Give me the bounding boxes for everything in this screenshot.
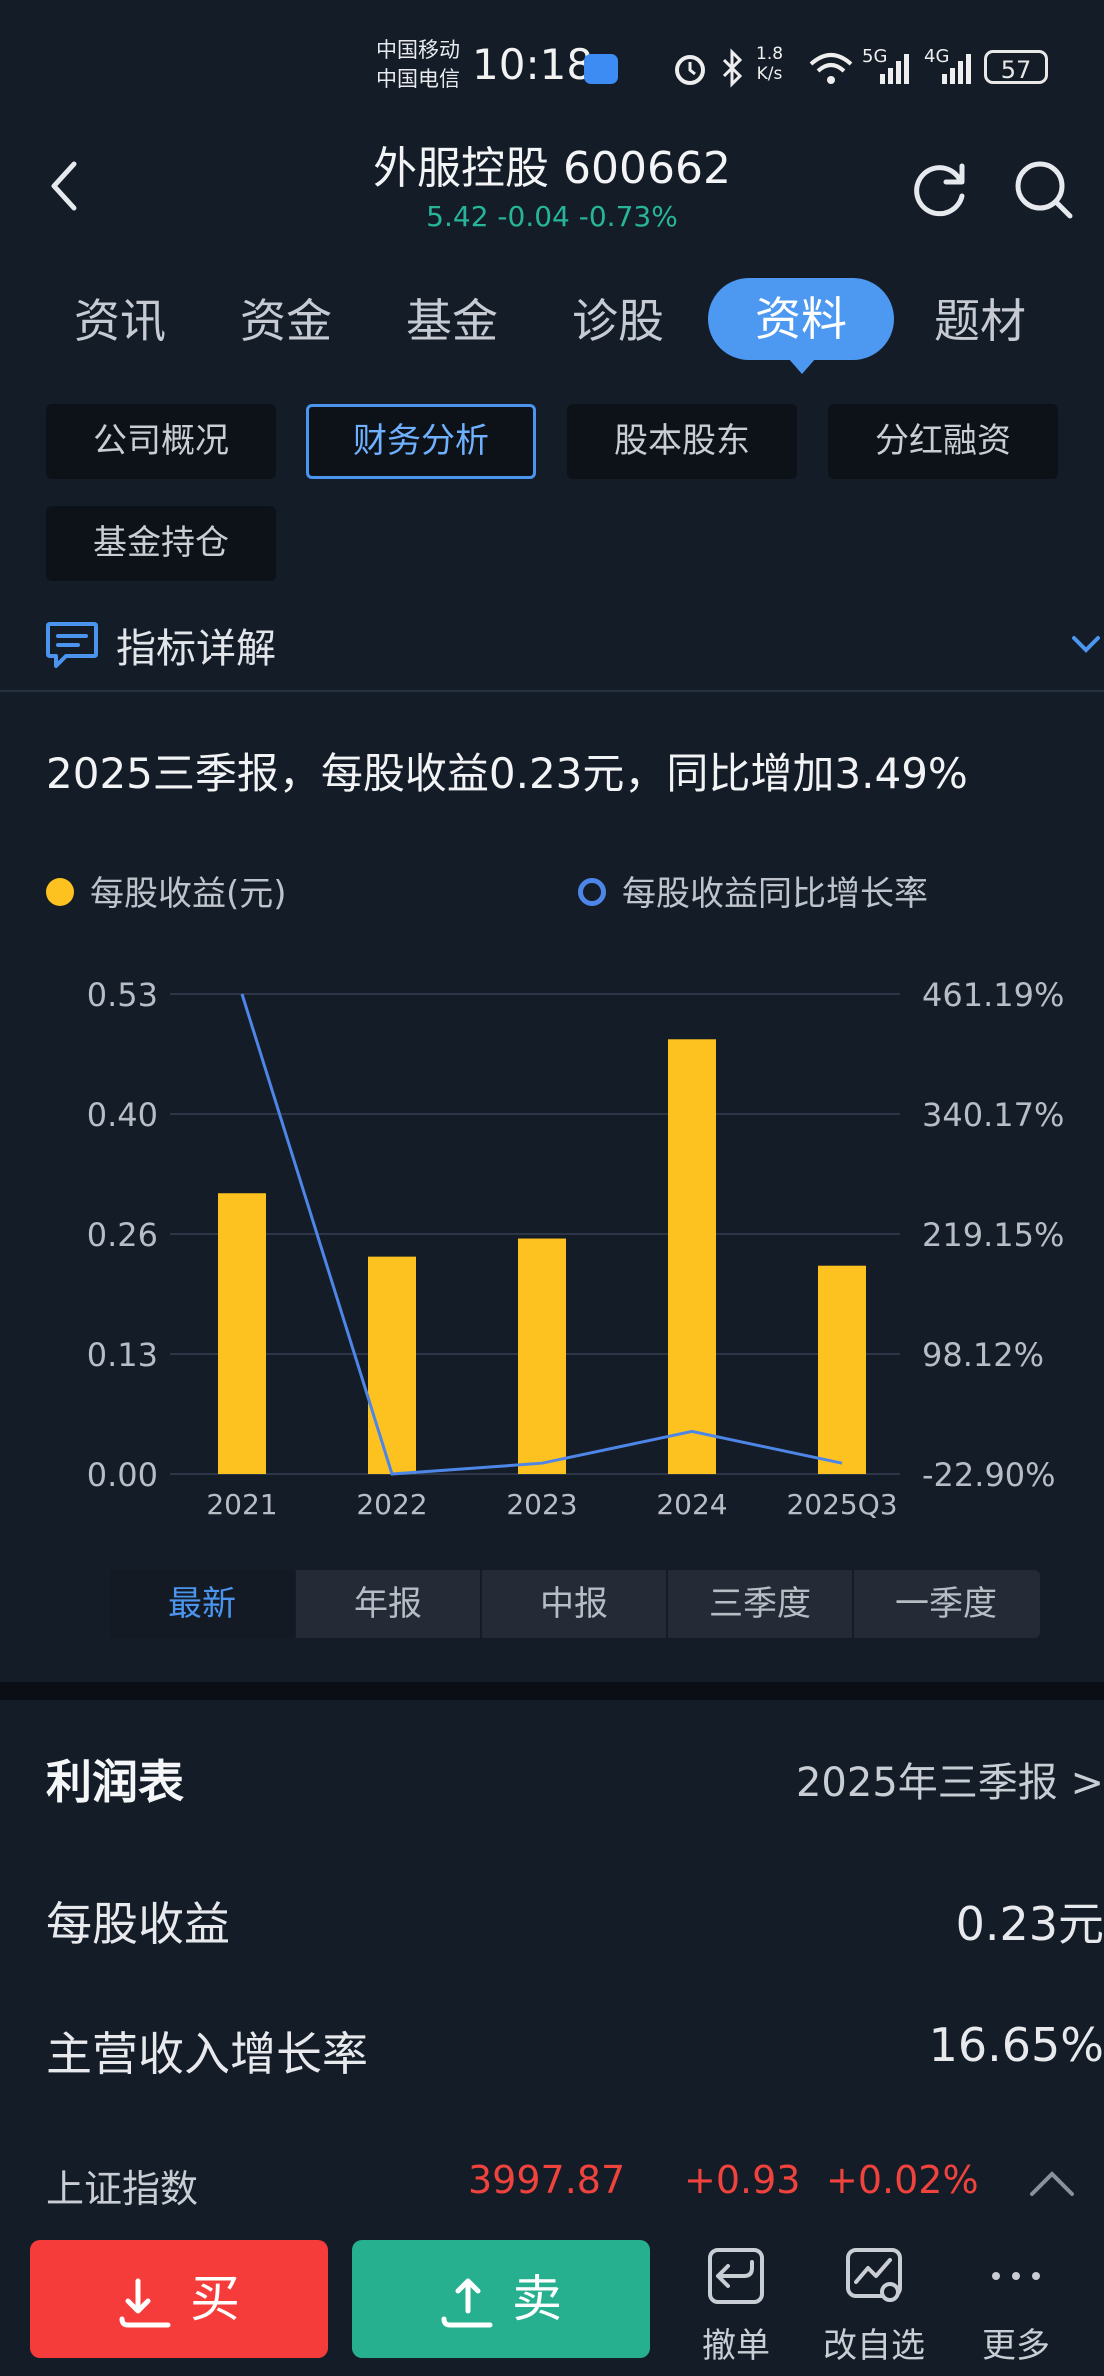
period-latest[interactable]: 最新 [110,1570,294,1638]
revenue-growth-label: 主营收入增长率 [46,2027,368,2081]
carrier-1: 中国移动 [376,38,460,62]
cancel-order-icon[interactable] [704,2244,768,2308]
revenue-growth-value: 16.65% [928,2018,1104,2072]
eps-chart: 0.53 461.19% 0.40 340.17% 0.26 219.15% 0.13 98.… [87,976,1065,1521]
y-left-tick-label: 0.40 [87,1096,158,1134]
y-left-tick-label: 0.00 [87,1456,158,1494]
buy-label: 买 [190,2270,240,2328]
battery-icon: 57 [984,50,1048,84]
carrier-2: 中国电信 [376,67,460,91]
stock-title: 外服控股 600662 [373,143,731,194]
index-price: 3997.87 [468,2158,626,2202]
x-tick-label: 2025Q3 [786,1488,897,1521]
eps-summary: 2025三季报，每股收益0.23元，同比增加3.49% [46,749,968,798]
eps-bar [218,1193,266,1474]
income-statement-title: 利润表 [46,1755,184,1809]
tab-capital[interactable]: 资金 [240,294,332,348]
chevron-down-icon[interactable] [1068,626,1104,662]
eps-bar [518,1238,566,1474]
wifi-icon [809,53,853,84]
network-speed: 1.8 K/s [756,44,784,84]
y-right-tick-label: 461.19% [922,976,1064,1014]
divider [0,690,1104,692]
y-left-tick-label: 0.53 [87,976,158,1014]
period-separator [666,1570,668,1638]
eps-bar [818,1265,866,1474]
bluetooth-icon [722,48,743,88]
clock: 10:18 [472,40,594,89]
income-period-link[interactable]: 2025年三季报 > [795,1760,1104,1806]
y-right-tick-label: 340.17% [922,1096,1064,1134]
period-annual[interactable]: 年报 [354,1584,422,1624]
sell-label: 卖 [512,2270,562,2328]
alarm-icon [675,55,705,85]
signal-icon-1 [880,54,909,84]
y-left-tick-label: 0.26 [87,1216,158,1254]
subtab-fund-holdings[interactable]: 基金持仓 [46,506,276,581]
tab-theme[interactable]: 题材 [934,294,1026,348]
search-icon[interactable] [1010,156,1076,222]
network-type-2: 4G [924,46,950,67]
stock-quote: 5.42 -0.04 -0.73% [426,200,678,233]
app-notification-icon [584,54,618,84]
subtab-company-overview[interactable]: 公司概况 [46,404,276,479]
buy-arrow-icon [119,2278,171,2327]
legend-bar-swatch [46,878,74,906]
refresh-icon[interactable] [906,156,972,222]
signal-icon-2 [942,54,971,84]
sell-arrow-icon [441,2278,493,2327]
subtab-dividends[interactable]: 分红融资 [828,404,1058,479]
more-icon[interactable] [984,2244,1048,2308]
index-change-pct: +0.02% [826,2158,979,2202]
index-change: +0.93 [684,2158,801,2202]
y-left-tick-label: 0.13 [87,1336,158,1374]
edit-watchlist-icon[interactable] [842,2244,906,2308]
more-label[interactable]: 更多 [982,2326,1050,2366]
legend-line-label: 每股收益同比增长率 [622,874,928,914]
carrier-names: 中国移动 中国电信 [376,36,460,94]
eps-bar [668,1039,716,1474]
eps-bar [368,1256,416,1474]
period-interim[interactable]: 中报 [540,1584,608,1624]
index-name[interactable]: 上证指数 [46,2167,199,2211]
edit-watchlist-label[interactable]: 改自选 [823,2326,925,2366]
x-tick-label: 2023 [506,1488,577,1521]
indicator-detail-label[interactable]: 指标详解 [116,626,276,672]
period-separator [852,1570,854,1638]
tab-diagnosis[interactable]: 诊股 [572,294,664,348]
period-separator [294,1570,296,1638]
comment-icon [46,622,98,668]
status-bar: 中国移动 中国电信 10:18 1.8 K/s 5G 4G 57 [0,0,1104,130]
period-q3[interactable]: 三季度 [709,1584,811,1624]
eps-row-value: 0.23元 [955,1897,1104,1951]
tab-fund[interactable]: 基金 [406,294,498,348]
chevron-up-icon[interactable] [1028,2168,1076,2198]
eps-row-label: 每股收益 [46,1897,230,1951]
x-tick-label: 2021 [206,1488,277,1521]
x-tick-label: 2024 [656,1488,727,1521]
y-right-tick-label: -22.90% [922,1456,1056,1494]
x-tick-label: 2022 [356,1488,427,1521]
period-separator [480,1570,482,1638]
legend-bar-label: 每股收益(元) [90,874,287,914]
legend-line-swatch [578,878,606,906]
section-divider [0,1682,1104,1700]
tab-news[interactable]: 资讯 [74,294,166,348]
subtab-financial-analysis[interactable]: 财务分析 [306,404,536,479]
y-right-tick-label: 219.15% [922,1216,1064,1254]
back-icon[interactable] [40,150,88,222]
network-type-1: 5G [862,46,888,67]
period-q1[interactable]: 一季度 [895,1584,997,1624]
subtab-shareholders[interactable]: 股本股东 [567,404,797,479]
period-selector: 最新 年报 中报 三季度 一季度 [110,1570,1040,1638]
cancel-order-label[interactable]: 撤单 [702,2326,770,2366]
sell-button[interactable]: 卖 [352,2240,650,2358]
y-right-tick-label: 98.12% [922,1336,1044,1374]
tab-profile[interactable]: 资料 [708,278,894,374]
buy-button[interactable]: 买 [30,2240,328,2358]
